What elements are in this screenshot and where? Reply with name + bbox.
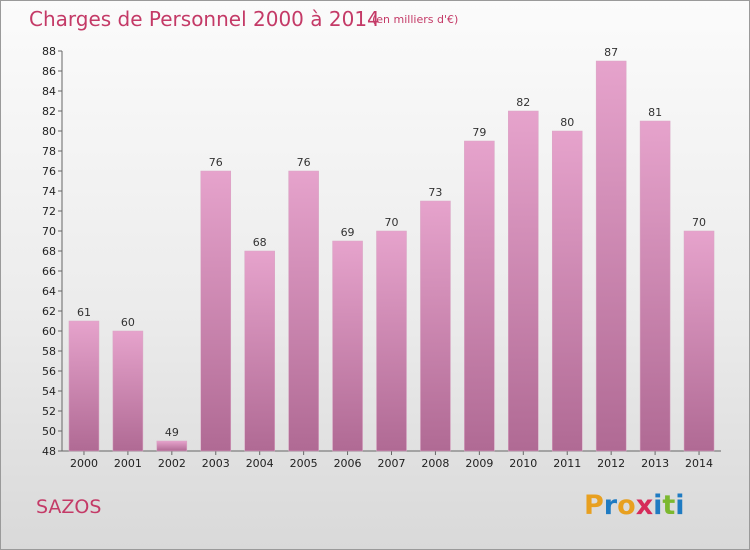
y-tick-label: 80: [42, 125, 56, 138]
proxiti-logo: Proxiti: [584, 490, 685, 521]
y-tick-label: 88: [42, 45, 56, 58]
y-tick-label: 54: [42, 385, 56, 398]
bar-value-label: 73: [428, 186, 442, 199]
bar-value-label: 49: [165, 426, 179, 439]
y-tick-label: 52: [42, 405, 56, 418]
bar: [420, 200, 451, 452]
bar-value-label: 79: [472, 126, 486, 139]
x-tick-label: 2008: [421, 457, 449, 470]
logo-letter: o: [617, 490, 636, 521]
commune-name: SAZOS: [36, 496, 102, 518]
bar-value-label: 87: [604, 46, 618, 59]
x-tick-label: 2013: [641, 457, 669, 470]
logo-letter: t: [662, 490, 676, 521]
chart-title: Charges de Personnel 2000 à 2014: [29, 7, 380, 31]
y-tick-label: 76: [42, 165, 56, 178]
bar: [595, 60, 627, 452]
y-tick-label: 56: [42, 365, 56, 378]
x-tick-label: 2000: [70, 457, 98, 470]
bar-value-label: 80: [560, 116, 574, 129]
bar: [464, 140, 495, 452]
bar-value-label: 82: [516, 96, 530, 109]
y-tick-label: 48: [42, 445, 56, 458]
chart-subtitle: (en milliers d'€): [372, 13, 459, 26]
axes: 48 50 52 54 56 58 60 62 64 66 68 70 72 74 76 78 80 82 84 86…: [42, 45, 721, 470]
logo-letter: i: [675, 490, 685, 521]
logo-letter: P: [584, 490, 604, 521]
x-tick-label: 2005: [290, 457, 318, 470]
y-tick-label: 78: [42, 145, 56, 158]
bar-value-label: 69: [341, 226, 355, 239]
x-tick-label: 2007: [378, 457, 406, 470]
y-tick-label: 50: [42, 425, 56, 438]
y-tick-label: 70: [42, 225, 56, 238]
bar: [156, 440, 188, 452]
bar-value-label: 61: [77, 306, 91, 319]
bar: [244, 250, 275, 452]
bars: 61 60 49 76 68 76 69 70 73 79 82 80 87 81 70: [68, 46, 715, 452]
y-tick-label: 64: [42, 285, 56, 298]
logo-letter: i: [653, 490, 663, 521]
logo-letter: x: [635, 490, 654, 521]
bar-value-label: 70: [385, 216, 399, 229]
bar: [683, 230, 715, 452]
y-tick-label: 86: [42, 65, 56, 78]
bar: [551, 130, 583, 452]
x-tick-label: 2004: [246, 457, 274, 470]
bar: [376, 230, 407, 452]
bar: [112, 330, 144, 452]
bar-value-label: 81: [648, 106, 662, 119]
bar: [639, 120, 671, 452]
y-tick-label: 66: [42, 265, 56, 278]
x-tick-label: 2010: [509, 457, 537, 470]
x-tick-label: 2006: [334, 457, 362, 470]
y-tick-label: 82: [42, 105, 56, 118]
x-tick-label: 2003: [202, 457, 230, 470]
y-tick-label: 68: [42, 245, 56, 258]
y-tick-label: 74: [42, 185, 56, 198]
y-tick-label: 84: [42, 85, 56, 98]
bar: [200, 170, 232, 452]
y-tick-label: 60: [42, 325, 56, 338]
x-tick-label: 2011: [553, 457, 581, 470]
x-tick-label: 2014: [685, 457, 713, 470]
logo-letter: r: [603, 490, 618, 521]
x-tick-label: 2012: [597, 457, 625, 470]
bar-value-label: 68: [253, 236, 267, 249]
bar: [288, 170, 319, 452]
bar-value-label: 76: [297, 156, 311, 169]
x-tick-label: 2002: [158, 457, 186, 470]
y-tick-label: 58: [42, 345, 56, 358]
bar: [68, 320, 100, 452]
y-tick-label: 72: [42, 205, 56, 218]
x-tick-label: 2001: [114, 457, 142, 470]
bar-value-label: 70: [692, 216, 706, 229]
bar: [508, 110, 539, 452]
y-tick-label: 62: [42, 305, 56, 318]
bar-value-label: 76: [209, 156, 223, 169]
bar: [332, 240, 363, 452]
bar-value-label: 60: [121, 316, 135, 329]
x-tick-label: 2009: [465, 457, 493, 470]
